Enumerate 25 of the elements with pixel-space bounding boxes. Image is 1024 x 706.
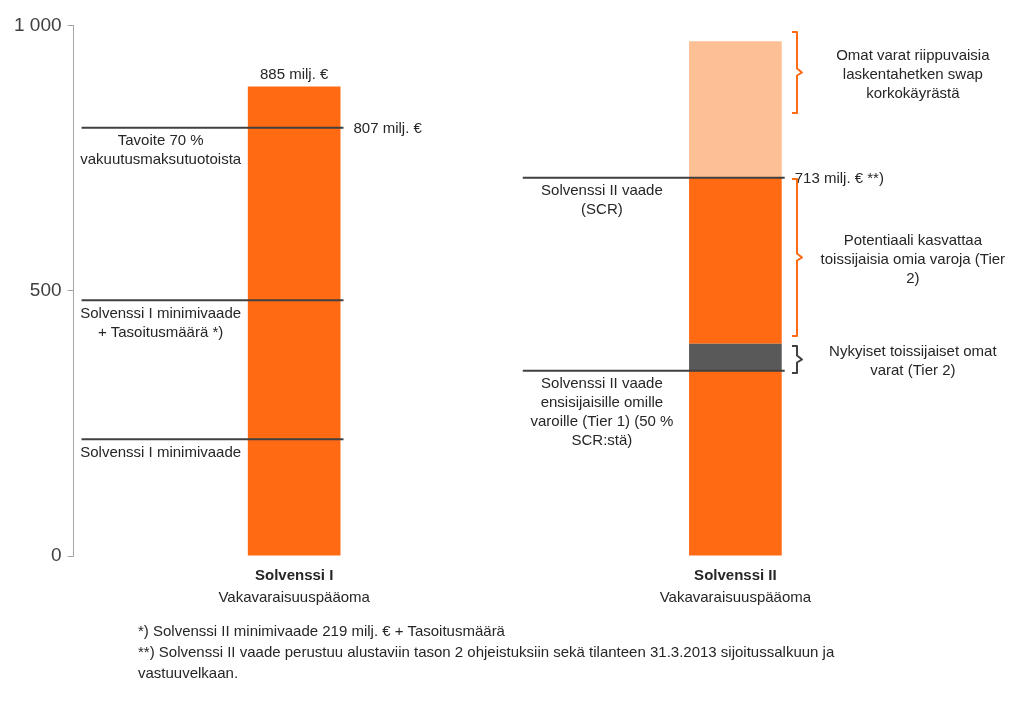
annotation: Omat varat riippuvaisia laskentahetken swap korkokäyrästä (835, 44, 991, 101)
y-tick-label: 0 (50, 544, 62, 566)
ref-line-label: Solvenssi I minimivaade (80, 442, 242, 460)
annotation: Potentiaali kasvattaa toissijaisia omia varoja (Tier 2) (819, 229, 1007, 286)
data-label: 885 milj. € (259, 65, 329, 83)
annotation: 807 milj. € (353, 117, 422, 138)
x-tick-label: Solvenssi I (254, 566, 334, 584)
y-tick-label: 1 000 (14, 13, 62, 35)
bar (247, 86, 341, 556)
x-tick-label: Solvenssi II (694, 566, 777, 584)
ref-line-label: Solvenssi II vaade (SCR) (541, 181, 663, 218)
ref-line-label: Solvenssi I minimivaade + Tasoitusmäärä *) (80, 303, 242, 340)
bar (689, 177, 782, 344)
ref-line-label: Tavoite 70 % vakuutusmaksutuotoista (80, 131, 242, 168)
ref-line-label: Solvenssi II vaade ensisijaisille omille varoille (Tier 1) (50 % SCR:stä) (530, 374, 674, 449)
bar (689, 343, 782, 371)
text: *) Solvenssi II minimivaade 219 milj. € + Tasoitusmäärä (138, 621, 506, 641)
annotation: Nykyiset toissijaiset omat varat (Tier 2) (828, 340, 998, 379)
annotation: 713 milj. € **) (794, 167, 884, 188)
bar (689, 41, 782, 178)
text: Vakavaraisuuspääoma (659, 587, 812, 605)
y-tick-label: 500 (29, 278, 62, 300)
x-axis-title: Vakavaraisuuspääoma (218, 587, 371, 605)
bar (689, 370, 782, 556)
text: **) Solvenssi II vaade perustuu alustaviin tason 2 ohjeistuksiin sekä tilanteen 31.3.2013 sijoitussalkuun ja vastuuvelkaan. (138, 642, 836, 683)
